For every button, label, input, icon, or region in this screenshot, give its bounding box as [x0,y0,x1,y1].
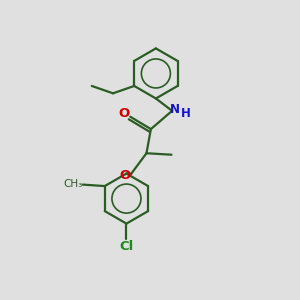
Text: Cl: Cl [119,240,134,253]
Text: N: N [169,103,179,116]
Text: CH₃: CH₃ [64,179,83,189]
Text: H: H [180,107,190,120]
Text: O: O [118,107,129,120]
Text: O: O [120,169,131,182]
